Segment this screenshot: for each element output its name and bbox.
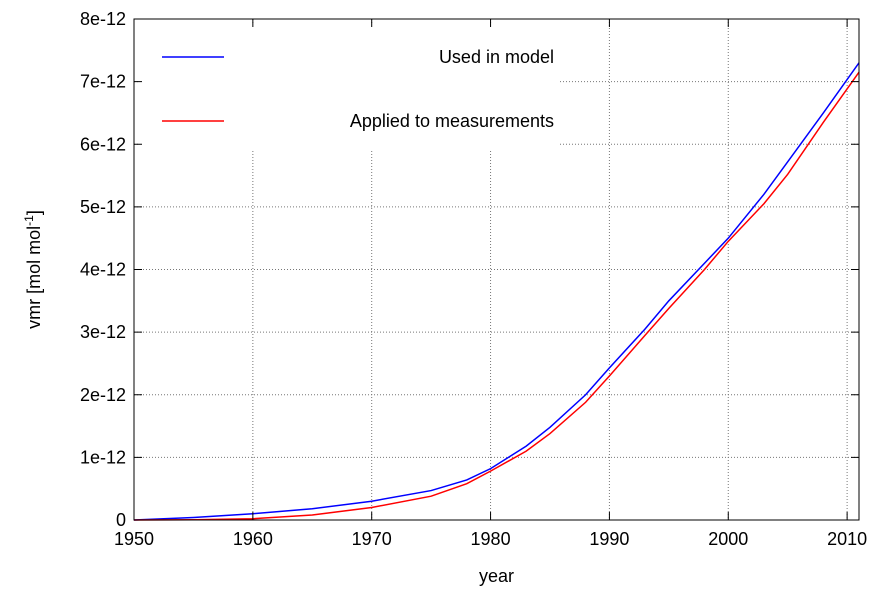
y-axis-label: vmr [mol mol-1]	[22, 210, 44, 329]
series-line	[133, 71, 860, 521]
x-axis-label: year	[479, 566, 514, 586]
y-axis-label-suffix: ]	[24, 210, 44, 215]
legend-background	[140, 25, 560, 151]
legend-box	[140, 25, 560, 151]
x-tick-label: 1990	[589, 529, 629, 549]
legend-label: Used in model	[439, 47, 554, 67]
x-tick-label: 2010	[827, 529, 867, 549]
x-tick-label: 1970	[352, 529, 392, 549]
y-tick-label: 5e-12	[80, 197, 126, 217]
y-tick-label: 6e-12	[80, 134, 126, 154]
legend-label: Applied to measurements	[350, 111, 554, 131]
x-tick-label: 2000	[708, 529, 748, 549]
y-axis-label-text: vmr [mol mol	[24, 226, 44, 329]
y-tick-label: 4e-12	[80, 260, 126, 280]
lines: Used in model Applied to measurements	[133, 47, 860, 521]
x-tick-label: 1960	[233, 529, 273, 549]
x-tick-label: 1980	[471, 529, 511, 549]
axes: 0 1e-12 2e-12 3e-12 4e-12 5e-12 6e-12 7e-12 8e-1…	[22, 9, 867, 586]
y-tick-label: 8e-12	[80, 9, 126, 29]
series-line	[133, 62, 860, 521]
y-axis-label-superscript: -1	[22, 215, 36, 226]
y-tick-label: 2e-12	[80, 385, 126, 405]
y-tick-label: 0	[116, 510, 126, 530]
x-tick-label: 1950	[114, 529, 154, 549]
y-tick-label: 1e-12	[80, 447, 126, 467]
y-tick-label: 7e-12	[80, 72, 126, 92]
y-tick-label: 3e-12	[80, 322, 126, 342]
